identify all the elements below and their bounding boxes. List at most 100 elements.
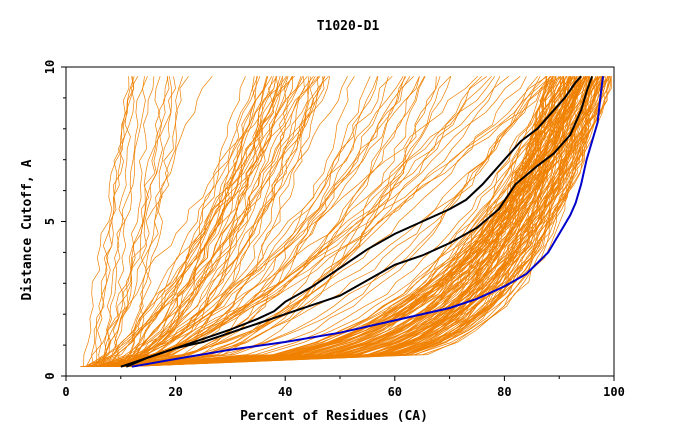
model-curve (89, 76, 598, 368)
x-tick-label: 0 (62, 385, 69, 399)
model-curve (124, 76, 329, 367)
model-curve (90, 76, 184, 367)
model-curve (95, 76, 134, 367)
model-curve (122, 76, 304, 368)
x-axis-label: Percent of Residues (CA) (240, 409, 428, 424)
y-tick-label: 5 (43, 218, 57, 225)
model-curve (96, 76, 555, 368)
model-curve (104, 76, 552, 368)
model-curve (99, 76, 135, 367)
model-curve (120, 76, 161, 367)
model-curve (114, 76, 551, 368)
model-curve (107, 76, 496, 368)
model-curve (102, 76, 501, 368)
model-curve (87, 76, 567, 368)
series-highlight-black-lower (125, 75, 594, 368)
model-curve (100, 76, 556, 368)
model-curve (114, 76, 420, 368)
model-curve (87, 76, 577, 368)
model-curve (108, 76, 155, 367)
model-curve (92, 76, 451, 368)
model-curve (83, 76, 580, 368)
y-tick-label: 10 (43, 60, 57, 74)
model-curve (119, 76, 172, 367)
model-curve (115, 76, 169, 367)
model-curve (90, 76, 589, 368)
model-curve (124, 76, 588, 368)
background-model-curves (80, 76, 612, 368)
model-curve (87, 76, 170, 367)
model-curve (94, 76, 586, 368)
model-curve (90, 76, 288, 368)
series-highlight-black-upper (120, 75, 582, 368)
model-curve (111, 76, 521, 368)
model-curve (113, 76, 371, 368)
y-axis-ticks: 0 5 10 (43, 60, 66, 380)
model-curve (91, 76, 420, 368)
model-curve (93, 76, 492, 368)
model-curve (124, 76, 605, 368)
model-curve (112, 76, 278, 368)
model-curve (109, 76, 562, 368)
series-highlight-blue (131, 76, 604, 368)
model-curve (89, 76, 551, 368)
model-curve (123, 76, 319, 368)
y-axis-label: Distance Cutoff, A (20, 159, 35, 300)
model-curve (121, 76, 295, 367)
model-curve (106, 76, 605, 368)
model-curve (95, 76, 611, 368)
model-curve (127, 76, 566, 368)
model-curve (104, 76, 597, 368)
model-curve (98, 76, 268, 367)
model-curve (101, 76, 325, 368)
model-curve (80, 76, 564, 368)
model-curve (100, 76, 548, 368)
model-curve (87, 76, 284, 368)
model-curve (100, 76, 404, 368)
model-curve (104, 76, 590, 368)
model-curve (92, 76, 561, 368)
model-curve (111, 76, 279, 368)
model-curve (115, 76, 425, 368)
model-curve (122, 76, 426, 368)
model-curve (87, 76, 586, 368)
model-curve (111, 76, 325, 368)
model-curve (94, 76, 553, 368)
model-curve (86, 76, 562, 368)
model-curve (107, 76, 593, 368)
model-curve (119, 76, 590, 368)
model-curve (99, 76, 176, 367)
model-curve (113, 76, 274, 367)
model-curve (89, 76, 321, 368)
x-tick-label: 20 (168, 385, 182, 399)
model-curve (104, 76, 320, 368)
model-curve (111, 76, 576, 368)
model-curve (119, 76, 557, 368)
x-tick-label: 40 (278, 385, 292, 399)
model-curve (117, 76, 310, 367)
model-curve (98, 76, 488, 368)
model-curve (88, 76, 273, 368)
model-curve (108, 76, 277, 368)
model-curve (125, 76, 588, 368)
model-curve (124, 76, 437, 368)
model-curve (121, 76, 605, 368)
model-curve (106, 76, 575, 368)
model-curve (107, 76, 261, 367)
model-curve (103, 76, 547, 368)
model-curve (123, 76, 316, 367)
model-curve (110, 76, 611, 368)
model-curve (92, 76, 527, 368)
model-curve (86, 76, 378, 368)
model-curve (120, 76, 379, 368)
model-curve (97, 76, 139, 367)
model-curve (102, 76, 587, 368)
model-curve (114, 76, 246, 368)
model-curve (112, 76, 547, 368)
x-axis-ticks: 0 20 40 60 80 100 (62, 376, 625, 399)
x-tick-label: 80 (497, 385, 511, 399)
model-curve (108, 76, 305, 368)
model-curve (119, 76, 293, 367)
model-curve (106, 76, 312, 368)
